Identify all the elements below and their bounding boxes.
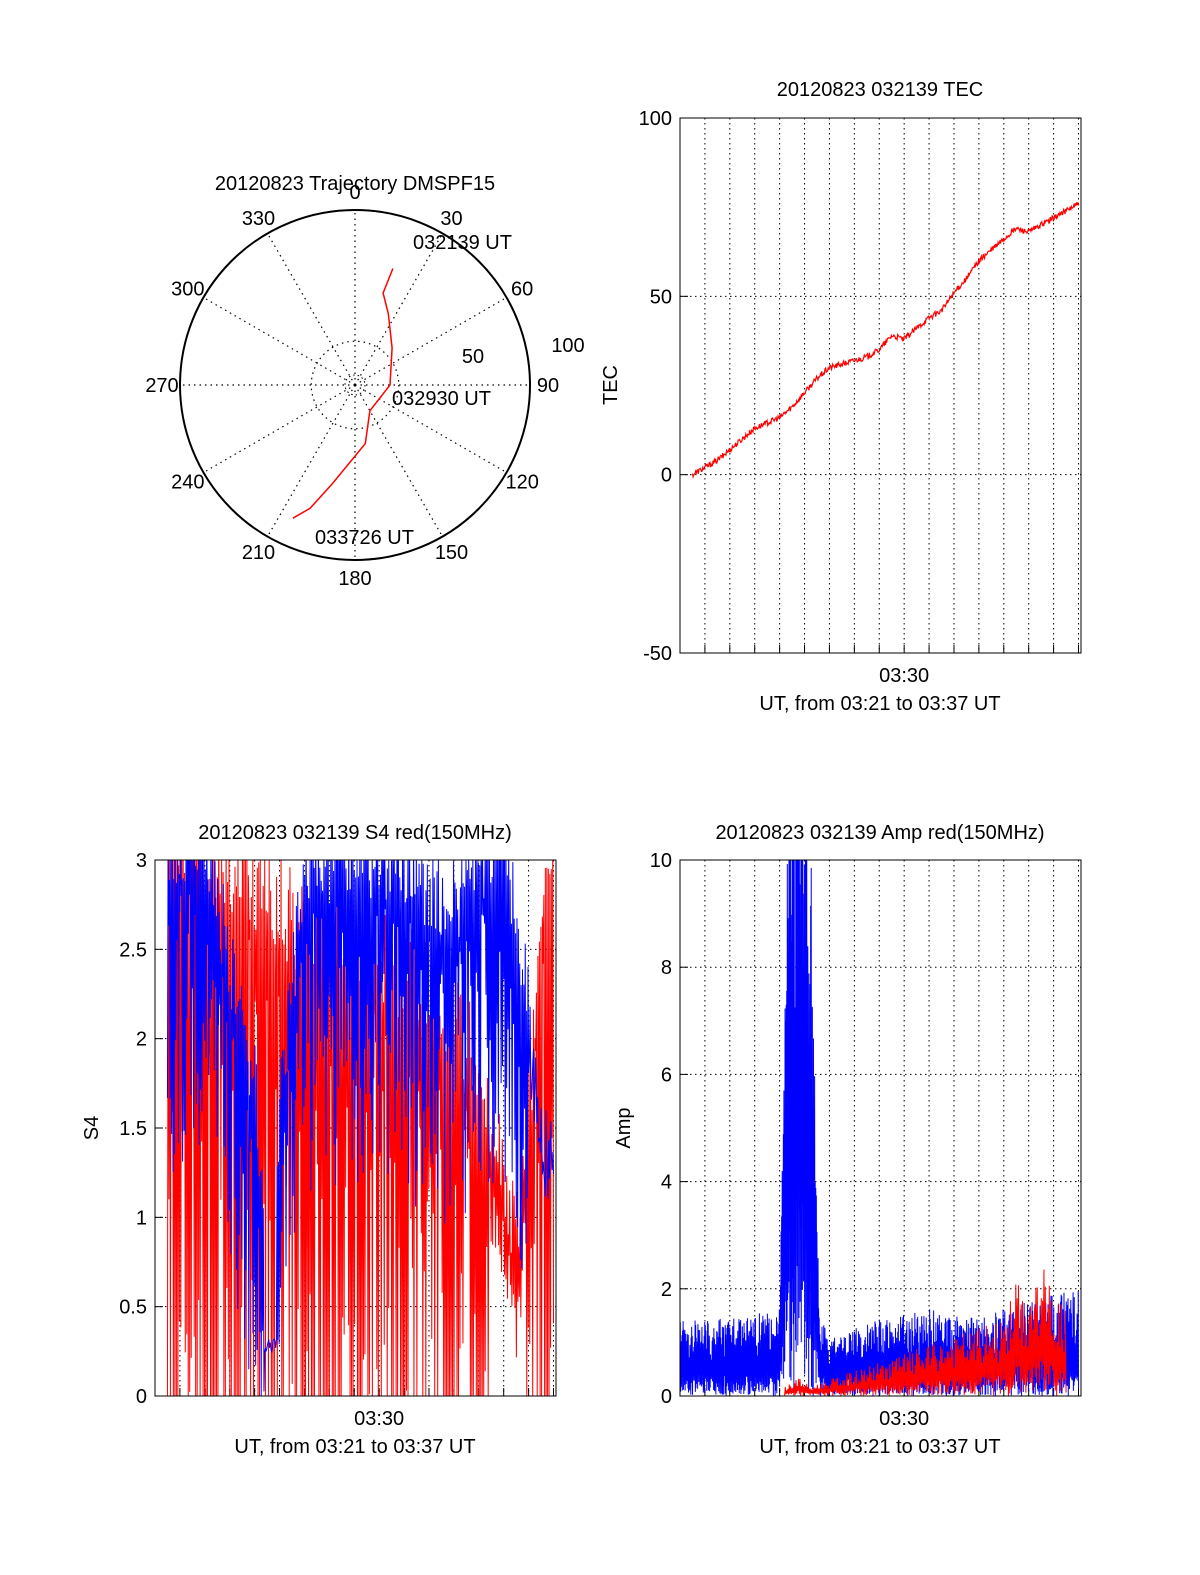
polar-grid xyxy=(179,209,531,561)
s4-series xyxy=(166,860,555,1396)
s4-ytick-label: 1.5 xyxy=(119,1118,147,1140)
amp-plot: 20120823 032139 Amp red(150MHz) 0246810 … xyxy=(613,822,1082,1458)
tec-series-group xyxy=(691,201,1080,480)
s4-ytick-label: 0 xyxy=(136,1386,147,1408)
s4-ylabel: S4 xyxy=(81,1116,103,1140)
amp-line-blue xyxy=(680,860,1080,1396)
amp-ytick-label: 10 xyxy=(650,850,672,872)
polar-angle-labels: 0 30 60 90 120 150 180 210 240 270 300 330 xyxy=(145,182,559,590)
polar-grid-ring-50 xyxy=(310,340,400,430)
tec-ytick-label: 50 xyxy=(650,286,672,308)
s4-line-blue xyxy=(166,860,555,1396)
tec-ytick-label: 100 xyxy=(639,108,672,130)
tec-xlabel: UT, from 03:21 to 03:37 UT xyxy=(759,693,1000,715)
s4-xtick-label: 03:30 xyxy=(354,1408,404,1430)
polar-radius-label: 100 xyxy=(551,335,584,357)
trajectory-time-label: 033726 UT xyxy=(315,527,414,549)
polar-angle-label: 150 xyxy=(435,542,468,564)
amp-ytick-label: 6 xyxy=(661,1064,672,1086)
amp-xlabel: UT, from 03:21 to 03:37 UT xyxy=(759,1436,1000,1458)
tec-ytick-label: 0 xyxy=(661,465,672,487)
polar-angle-label: 300 xyxy=(171,279,204,301)
polar-angle-label: 90 xyxy=(537,375,559,397)
polar-angle-label: 270 xyxy=(145,375,178,397)
s4-ytick-label: 2 xyxy=(136,1029,147,1051)
polar-angle-label: 330 xyxy=(242,208,275,230)
polar-spoke xyxy=(203,296,356,386)
s4-ytick-label: 0.5 xyxy=(119,1297,147,1319)
tec-ylabel: TEC xyxy=(600,365,622,405)
trajectory-time-label: 032930 UT xyxy=(392,388,491,410)
polar-spoke xyxy=(354,296,507,386)
polar-grid-ring-center xyxy=(344,374,366,396)
s4-ytick-label: 3 xyxy=(136,850,147,872)
polar-outer-circle xyxy=(179,209,531,561)
tec-y-tick-labels: -50 0 50 100 xyxy=(639,108,672,665)
s4-plot: 20120823 032139 S4 red(150MHz) 0 0.5 1 1.5 2… xyxy=(81,822,557,1458)
polar-title: 20120823 Trajectory DMSPF15 xyxy=(215,173,495,195)
polar-angle-label: 60 xyxy=(511,279,533,301)
tec-plot-frame xyxy=(679,117,1082,654)
trajectory-time-labels: 032139 UT 032930 UT 033726 UT xyxy=(315,232,512,549)
s4-series-group xyxy=(166,860,555,1396)
amp-title: 20120823 032139 Amp red(150MHz) xyxy=(715,822,1044,844)
polar-radius-labels: 50 100 xyxy=(462,335,585,368)
tec-xtick-label: 03:30 xyxy=(879,665,929,687)
s4-plot-frame xyxy=(154,859,557,1397)
amp-x-tick-labels: 03:30 xyxy=(879,1408,929,1430)
amp-plot-frame xyxy=(679,859,1082,1397)
tec-title: 20120823 032139 TEC xyxy=(777,79,983,101)
polar-spoke xyxy=(203,384,356,474)
tec-ytick-label: -50 xyxy=(643,643,672,665)
amp-xtick-label: 03:30 xyxy=(879,1408,929,1430)
tec-line-red xyxy=(691,201,1080,480)
amp-y-tick-labels: 0 2 4 6 8 10 xyxy=(650,850,672,1408)
trajectory-polar-plot: 20120823 Trajectory DMSPF15 0 30 60 90 120 15… xyxy=(145,173,584,590)
polar-spoke xyxy=(354,233,444,386)
amp-ytick-label: 8 xyxy=(661,957,672,979)
s4-x-tick-labels: 03:30 xyxy=(354,1408,404,1430)
s4-ytick-label: 1 xyxy=(136,1207,147,1229)
polar-spoke xyxy=(266,384,356,537)
s4-xlabel: UT, from 03:21 to 03:37 UT xyxy=(234,1436,475,1458)
amp-ytick-label: 0 xyxy=(661,1386,672,1408)
amp-series xyxy=(680,860,1080,1396)
trajectory-path xyxy=(292,268,394,519)
polar-spoke xyxy=(266,233,356,386)
amp-series-group xyxy=(680,860,1080,1396)
amp-ytick-label: 2 xyxy=(661,1279,672,1301)
tec-grid xyxy=(680,117,1081,654)
s4-y-tick-labels: 0 0.5 1 1.5 2 2.5 3 xyxy=(119,850,147,1408)
amp-line-red xyxy=(784,1269,1067,1396)
s4-ytick-label: 2.5 xyxy=(119,939,147,961)
s4-title: 20120823 032139 S4 red(150MHz) xyxy=(198,822,512,844)
tec-x-tick-labels: 03:30 xyxy=(879,665,929,687)
polar-angle-label: 120 xyxy=(505,472,538,494)
trajectory-time-label: 032139 UT xyxy=(413,232,512,254)
tec-series xyxy=(691,201,1080,480)
polar-angle-label: 0 xyxy=(349,182,360,204)
polar-angle-label: 240 xyxy=(171,472,204,494)
amp-ytick-label: 4 xyxy=(661,1172,672,1194)
trajectory-line xyxy=(292,268,394,519)
polar-angle-label: 180 xyxy=(338,568,371,590)
amp-ylabel: Amp xyxy=(613,1107,635,1148)
polar-angle-label: 30 xyxy=(440,208,462,230)
polar-radius-label: 50 xyxy=(462,346,484,368)
polar-angle-label: 210 xyxy=(242,542,275,564)
